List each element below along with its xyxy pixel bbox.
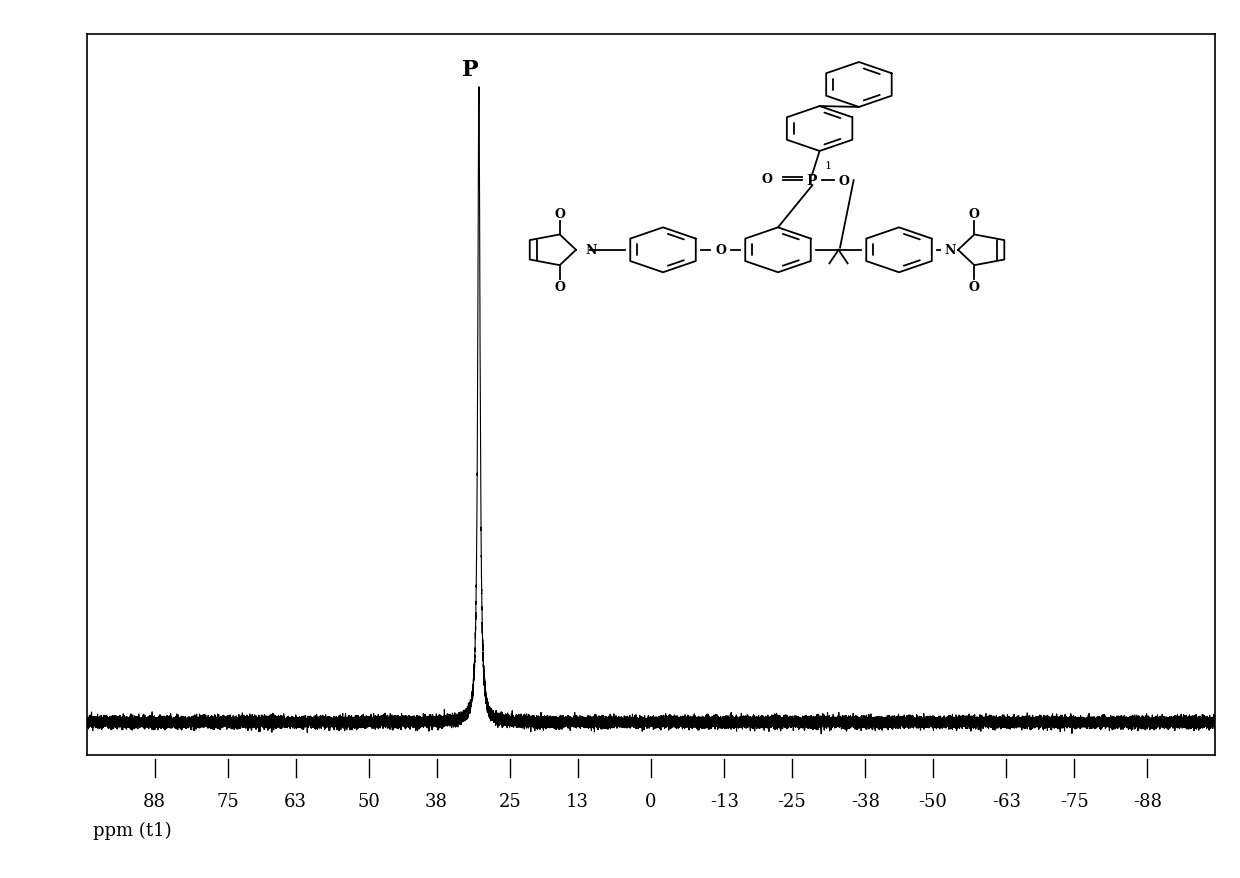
Text: 0: 0 (645, 792, 657, 810)
Text: -25: -25 (777, 792, 806, 810)
Text: O: O (838, 175, 849, 188)
Text: 50: 50 (357, 792, 381, 810)
Text: 1: 1 (825, 161, 832, 171)
Text: -13: -13 (709, 792, 739, 810)
Text: 75: 75 (217, 792, 239, 810)
Text: N: N (585, 244, 596, 257)
Text: 13: 13 (567, 792, 589, 810)
Text: 38: 38 (425, 792, 448, 810)
Text: P: P (463, 59, 479, 81)
Text: -75: -75 (1060, 792, 1089, 810)
Text: 25: 25 (498, 792, 521, 810)
Text: -88: -88 (1133, 792, 1162, 810)
Text: -38: -38 (851, 792, 880, 810)
Text: O: O (554, 207, 565, 220)
Text: O: O (761, 173, 773, 186)
Text: 63: 63 (284, 792, 308, 810)
Text: N: N (945, 244, 956, 257)
Text: 88: 88 (143, 792, 166, 810)
Text: O: O (968, 281, 980, 293)
Text: ppm (t1): ppm (t1) (93, 821, 171, 839)
Text: -63: -63 (992, 792, 1021, 810)
Text: O: O (968, 207, 980, 220)
Text: O: O (554, 281, 565, 293)
Text: -50: -50 (919, 792, 947, 810)
Text: P: P (807, 174, 817, 188)
Text: O: O (715, 244, 725, 257)
